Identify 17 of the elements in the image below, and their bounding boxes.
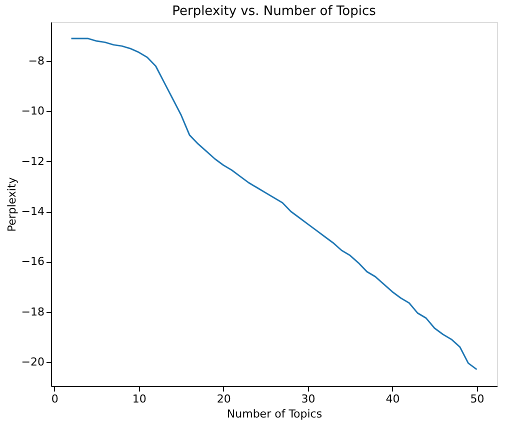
x-tick-label: 0 bbox=[51, 392, 58, 406]
y-tick-label: −10 bbox=[21, 104, 44, 118]
x-axis-title: Number of Topics bbox=[226, 408, 322, 420]
line-series bbox=[70, 38, 478, 370]
x-tick-label: 30 bbox=[301, 392, 316, 406]
y-tick-label: −12 bbox=[21, 154, 44, 168]
y-tick-label: −14 bbox=[21, 205, 44, 218]
x-tick-label: 20 bbox=[216, 392, 231, 406]
x-tick-label: 40 bbox=[386, 392, 400, 406]
chart-title: Perplexity vs. Number of Topics bbox=[172, 4, 376, 19]
x-tick-label: 10 bbox=[132, 392, 146, 406]
y-tick-label: −16 bbox=[21, 255, 44, 268]
y-tick-label: −8 bbox=[28, 54, 44, 68]
y-tick-label: −18 bbox=[21, 305, 44, 318]
y-tick-label: −20 bbox=[21, 355, 44, 368]
y-axis-title: Perplexity bbox=[5, 176, 18, 232]
x-tick-label: 50 bbox=[470, 392, 484, 406]
